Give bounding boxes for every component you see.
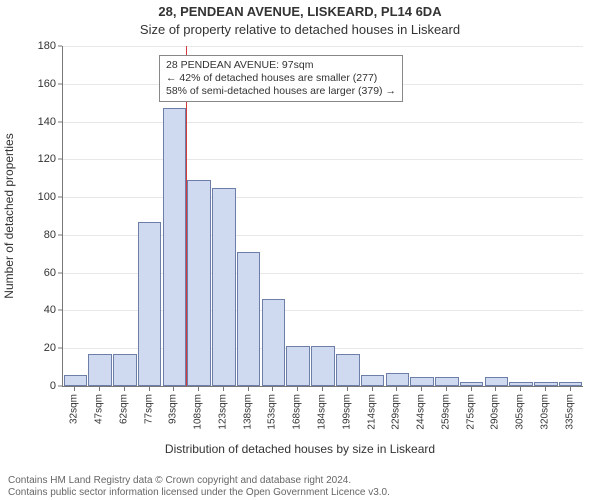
y-tick-label: 0: [16, 380, 56, 392]
x-axis-label: Distribution of detached houses by size …: [0, 442, 600, 456]
bar: [113, 354, 137, 386]
plot-area: 28 PENDEAN AVENUE: 97sqm← 42% of detache…: [62, 46, 583, 387]
annotation-line-2: ← 42% of detached houses are smaller (27…: [166, 72, 396, 85]
bar: [237, 252, 261, 386]
x-tick-label: 290sqm: [490, 394, 501, 430]
x-tick-mark: [99, 387, 100, 391]
x-tick-mark: [372, 387, 373, 391]
bar: [286, 346, 310, 386]
bar: [559, 382, 583, 386]
gridline: [63, 159, 583, 160]
y-tick-label: 120: [16, 153, 56, 165]
gridline: [63, 46, 583, 47]
x-tick-mark: [173, 387, 174, 391]
bar: [187, 180, 211, 386]
x-tick-mark: [495, 387, 496, 391]
y-tick-label: 60: [16, 267, 56, 279]
x-tick-label: 214sqm: [366, 394, 377, 430]
annotation-line-3: 58% of semi-detached houses are larger (…: [166, 85, 396, 98]
bar: [361, 375, 385, 386]
y-tick-label: 80: [16, 229, 56, 241]
x-tick-mark: [471, 387, 472, 391]
footer-line-1: Contains HM Land Registry data © Crown c…: [8, 475, 390, 487]
x-tick-mark: [421, 387, 422, 391]
bar: [534, 382, 558, 386]
x-tick-mark: [396, 387, 397, 391]
x-tick-label: 62sqm: [118, 394, 129, 424]
x-tick-mark: [223, 387, 224, 391]
y-tick-label: 140: [16, 116, 56, 128]
bar: [88, 354, 112, 386]
x-tick-label: 335sqm: [564, 394, 575, 430]
y-tick-label: 40: [16, 304, 56, 316]
x-tick-mark: [545, 387, 546, 391]
footer-line-2: Contains public sector information licen…: [8, 487, 390, 499]
x-tick-mark: [272, 387, 273, 391]
x-tick-mark: [322, 387, 323, 391]
bar: [410, 377, 434, 386]
y-tick-label: 20: [16, 342, 56, 354]
y-axis-label: Number of detached properties: [2, 133, 16, 298]
bar: [435, 377, 459, 386]
x-tick-mark: [149, 387, 150, 391]
y-tick-label: 100: [16, 191, 56, 203]
x-tick-mark: [297, 387, 298, 391]
bar: [64, 375, 88, 386]
x-tick-mark: [520, 387, 521, 391]
x-tick-label: 244sqm: [416, 394, 427, 430]
x-tick-mark: [248, 387, 249, 391]
x-tick-label: 168sqm: [292, 394, 303, 430]
title-line-2: Size of property relative to detached ho…: [0, 22, 600, 37]
x-tick-label: 305sqm: [515, 394, 526, 430]
y-tick-label: 160: [16, 78, 56, 90]
x-tick-mark: [446, 387, 447, 391]
x-tick-label: 320sqm: [539, 394, 550, 430]
x-tick-label: 32sqm: [69, 394, 80, 424]
x-tick-mark: [570, 387, 571, 391]
x-tick-label: 199sqm: [341, 394, 352, 430]
x-tick-label: 229sqm: [391, 394, 402, 430]
x-tick-label: 123sqm: [217, 394, 228, 430]
bar: [138, 222, 162, 386]
gridline: [63, 122, 583, 123]
bar: [485, 377, 509, 386]
x-tick-mark: [74, 387, 75, 391]
x-tick-label: 108sqm: [193, 394, 204, 430]
x-tick-label: 153sqm: [267, 394, 278, 430]
bar: [460, 382, 484, 386]
x-tick-mark: [198, 387, 199, 391]
x-tick-label: 47sqm: [94, 394, 105, 424]
x-tick-label: 259sqm: [440, 394, 451, 430]
annotation-box: 28 PENDEAN AVENUE: 97sqm← 42% of detache…: [159, 55, 403, 102]
footer-attribution: Contains HM Land Registry data © Crown c…: [8, 475, 390, 498]
x-tick-label: 138sqm: [242, 394, 253, 430]
bar: [262, 299, 286, 386]
bar: [163, 108, 187, 386]
annotation-line-1: 28 PENDEAN AVENUE: 97sqm: [166, 59, 396, 72]
gridline: [63, 197, 583, 198]
bar: [212, 188, 236, 386]
bar: [386, 373, 410, 386]
x-tick-label: 77sqm: [143, 394, 154, 424]
bar: [311, 346, 335, 386]
bar: [509, 382, 533, 386]
title-line-1: 28, PENDEAN AVENUE, LISKEARD, PL14 6DA: [0, 4, 600, 19]
bar: [336, 354, 360, 386]
x-tick-mark: [347, 387, 348, 391]
chart-container: 28, PENDEAN AVENUE, LISKEARD, PL14 6DA S…: [0, 0, 600, 500]
x-tick-mark: [124, 387, 125, 391]
y-tick-label: 180: [16, 40, 56, 52]
x-tick-label: 184sqm: [317, 394, 328, 430]
x-tick-label: 93sqm: [168, 394, 179, 424]
x-tick-label: 275sqm: [465, 394, 476, 430]
